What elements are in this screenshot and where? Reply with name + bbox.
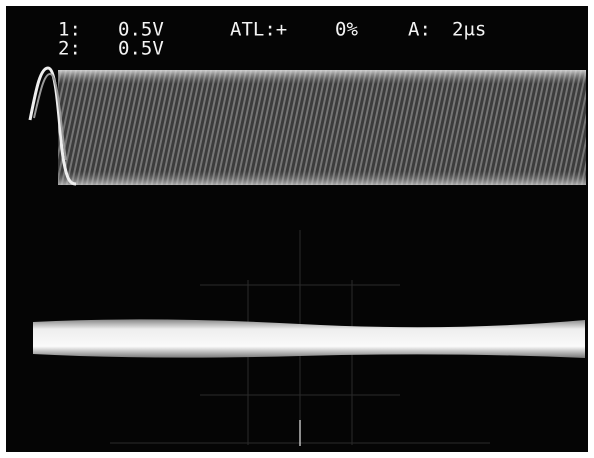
trigger-label: ATL:+ [230,19,287,41]
channel-scale: 0.5V [118,38,164,60]
timebase-value: 2μs [452,19,486,41]
trigger-level: 0% [335,19,358,41]
oscilloscope-screen: 1: 0.5V ATL:+ 0% A: 2μs 2: 0.5V [0,0,594,458]
channel-1-envelope [58,70,586,185]
timebase-label: A: [408,19,431,41]
channel-label: 2: [58,38,81,60]
